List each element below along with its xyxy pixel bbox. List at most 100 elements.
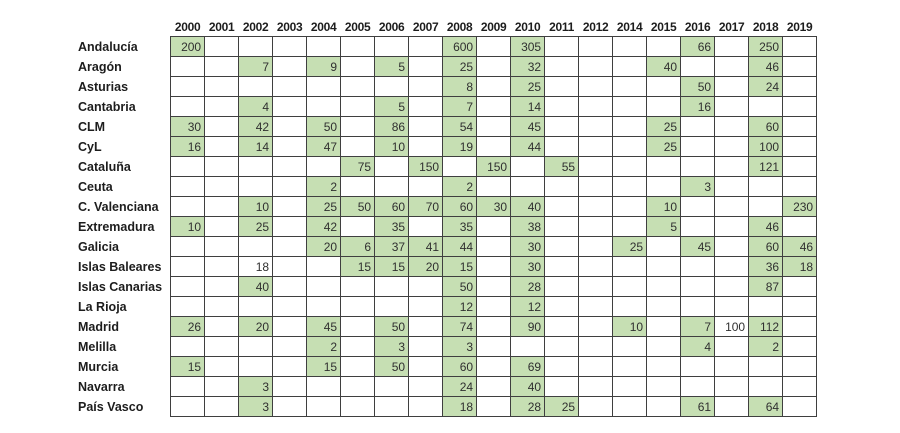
empty-cell-2015[interactable]: [646, 236, 682, 257]
empty-cell-2003[interactable]: [272, 36, 308, 57]
empty-cell-2003[interactable]: [272, 296, 308, 317]
empty-cell-2015[interactable]: [646, 336, 682, 357]
empty-cell-2006[interactable]: [374, 176, 410, 197]
value-cell-2002[interactable]: 7: [238, 56, 274, 77]
value-cell-2010[interactable]: 30: [510, 256, 546, 277]
empty-cell-2005[interactable]: [340, 56, 376, 77]
empty-cell-2017[interactable]: [714, 56, 750, 77]
empty-cell-2004[interactable]: [306, 96, 342, 117]
value-cell-2011[interactable]: 55: [544, 156, 580, 177]
empty-cell-2015[interactable]: [646, 176, 682, 197]
empty-cell-2014[interactable]: [612, 396, 648, 417]
empty-cell-2010[interactable]: [510, 176, 546, 197]
empty-cell-2003[interactable]: [272, 136, 308, 157]
empty-cell-2006[interactable]: [374, 376, 410, 397]
empty-cell-2000[interactable]: [170, 336, 206, 357]
empty-cell-2002[interactable]: [238, 336, 274, 357]
value-cell-2010[interactable]: 45: [510, 116, 546, 137]
empty-cell-2009[interactable]: [476, 296, 512, 317]
empty-cell-2003[interactable]: [272, 396, 308, 417]
empty-cell-2001[interactable]: [204, 96, 240, 117]
empty-cell-2001[interactable]: [204, 76, 240, 97]
value-cell-2008[interactable]: 3: [442, 336, 478, 357]
value-cell-2014[interactable]: 25: [612, 236, 648, 257]
empty-cell-2011[interactable]: [544, 316, 580, 337]
value-cell-2015[interactable]: 25: [646, 136, 682, 157]
empty-cell-2007[interactable]: [408, 336, 444, 357]
empty-cell-2014[interactable]: [612, 356, 648, 377]
value-cell-2010[interactable]: 32: [510, 56, 546, 77]
empty-cell-2016[interactable]: [680, 116, 716, 137]
empty-cell-2005[interactable]: [340, 216, 376, 237]
empty-cell-2009[interactable]: [476, 376, 512, 397]
value-cell-2004[interactable]: 50: [306, 116, 342, 137]
empty-cell-2019[interactable]: [782, 336, 818, 357]
value-cell-2008[interactable]: 8: [442, 76, 478, 97]
value-cell-2010[interactable]: 90: [510, 316, 546, 337]
empty-cell-2011[interactable]: [544, 176, 580, 197]
empty-cell-2014[interactable]: [612, 56, 648, 77]
empty-cell-2014[interactable]: [612, 156, 648, 177]
value-cell-2006[interactable]: 50: [374, 356, 410, 377]
empty-cell-2012[interactable]: [578, 256, 614, 277]
empty-cell-2017[interactable]: [714, 236, 750, 257]
empty-cell-2017[interactable]: [714, 216, 750, 237]
empty-cell-2011[interactable]: [544, 236, 580, 257]
empty-cell-2007[interactable]: [408, 316, 444, 337]
empty-cell-2019[interactable]: [782, 276, 818, 297]
value-cell-2004[interactable]: 47: [306, 136, 342, 157]
empty-cell-2019[interactable]: [782, 156, 818, 177]
value-cell-2004[interactable]: 9: [306, 56, 342, 77]
empty-cell-2006[interactable]: [374, 156, 410, 177]
value-cell-2019[interactable]: 230: [782, 196, 818, 217]
empty-cell-2003[interactable]: [272, 96, 308, 117]
value-cell-2010[interactable]: 44: [510, 136, 546, 157]
empty-cell-2012[interactable]: [578, 176, 614, 197]
empty-cell-2018[interactable]: [748, 176, 784, 197]
value-cell-2018[interactable]: 87: [748, 276, 784, 297]
empty-cell-2016[interactable]: [680, 276, 716, 297]
empty-cell-2017[interactable]: [714, 336, 750, 357]
empty-cell-2000[interactable]: [170, 76, 206, 97]
empty-cell-2017[interactable]: [714, 76, 750, 97]
value-cell-2008[interactable]: 18: [442, 396, 478, 417]
empty-cell-2007[interactable]: [408, 176, 444, 197]
empty-cell-2011[interactable]: [544, 116, 580, 137]
value-cell-2007[interactable]: 20: [408, 256, 444, 277]
value-cell-2010[interactable]: 25: [510, 76, 546, 97]
value-cell-2002[interactable]: 20: [238, 316, 274, 337]
empty-cell-2009[interactable]: [476, 236, 512, 257]
empty-cell-2005[interactable]: [340, 296, 376, 317]
empty-cell-2009[interactable]: [476, 136, 512, 157]
empty-cell-2014[interactable]: [612, 36, 648, 57]
empty-cell-2007[interactable]: [408, 36, 444, 57]
value-cell-2014[interactable]: 10: [612, 316, 648, 337]
empty-cell-2017[interactable]: [714, 96, 750, 117]
empty-cell-2012[interactable]: [578, 296, 614, 317]
value-cell-2018[interactable]: 60: [748, 236, 784, 257]
empty-cell-2001[interactable]: [204, 216, 240, 237]
empty-cell-2012[interactable]: [578, 216, 614, 237]
value-cell-2016[interactable]: 61: [680, 396, 716, 417]
empty-cell-2006[interactable]: [374, 36, 410, 57]
empty-cell-2015[interactable]: [646, 356, 682, 377]
empty-cell-2014[interactable]: [612, 96, 648, 117]
value-cell-2018[interactable]: 100: [748, 136, 784, 157]
empty-cell-2001[interactable]: [204, 276, 240, 297]
empty-cell-2003[interactable]: [272, 156, 308, 177]
value-cell-2000[interactable]: 200: [170, 36, 206, 57]
empty-cell-2015[interactable]: [646, 276, 682, 297]
empty-cell-2009[interactable]: [476, 116, 512, 137]
value-cell-2018[interactable]: 250: [748, 36, 784, 57]
empty-cell-2012[interactable]: [578, 376, 614, 397]
value-cell-2002[interactable]: 42: [238, 116, 274, 137]
value-cell-2002[interactable]: 14: [238, 136, 274, 157]
empty-cell-2003[interactable]: [272, 76, 308, 97]
empty-cell-2017[interactable]: [714, 376, 750, 397]
empty-cell-2005[interactable]: [340, 116, 376, 137]
empty-cell-2004[interactable]: [306, 376, 342, 397]
empty-cell-2008[interactable]: [442, 156, 478, 177]
value-cell-2010[interactable]: 30: [510, 236, 546, 257]
value-cell-2005[interactable]: 50: [340, 196, 376, 217]
value-cell-2002[interactable]: 10: [238, 196, 274, 217]
